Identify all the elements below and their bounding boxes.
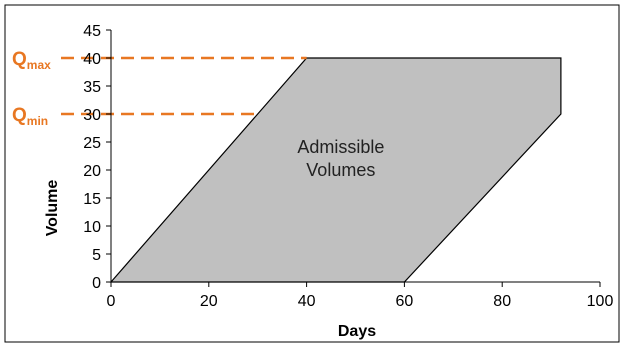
x-tick-label: 100	[587, 293, 614, 310]
y-tick-label: 40	[83, 51, 101, 68]
reference-label-max: Qmax	[12, 49, 51, 72]
y-axis-label: Volume	[44, 180, 61, 237]
y-tick-label: 30	[83, 107, 101, 124]
y-tick-label: 25	[83, 135, 101, 152]
region-label-line: Admissible	[297, 137, 384, 157]
x-axis-label: Days	[338, 323, 376, 340]
y-tick-label: 0	[92, 275, 101, 292]
y-tick-label: 20	[83, 163, 101, 180]
y-tick-label: 5	[92, 247, 101, 264]
y-tick-label: 10	[83, 219, 101, 236]
x-tick-label: 20	[200, 293, 218, 310]
x-tick-label: 0	[107, 293, 116, 310]
y-tick-label: 45	[83, 23, 101, 40]
x-tick-label: 80	[493, 293, 511, 310]
y-tick-label: 15	[83, 191, 101, 208]
reference-label-min: Qmin	[12, 105, 48, 128]
y-tick-label: 35	[83, 79, 101, 96]
x-tick-label: 60	[396, 293, 414, 310]
x-tick-label: 40	[298, 293, 316, 310]
region-label-line: Volumes	[306, 160, 375, 180]
